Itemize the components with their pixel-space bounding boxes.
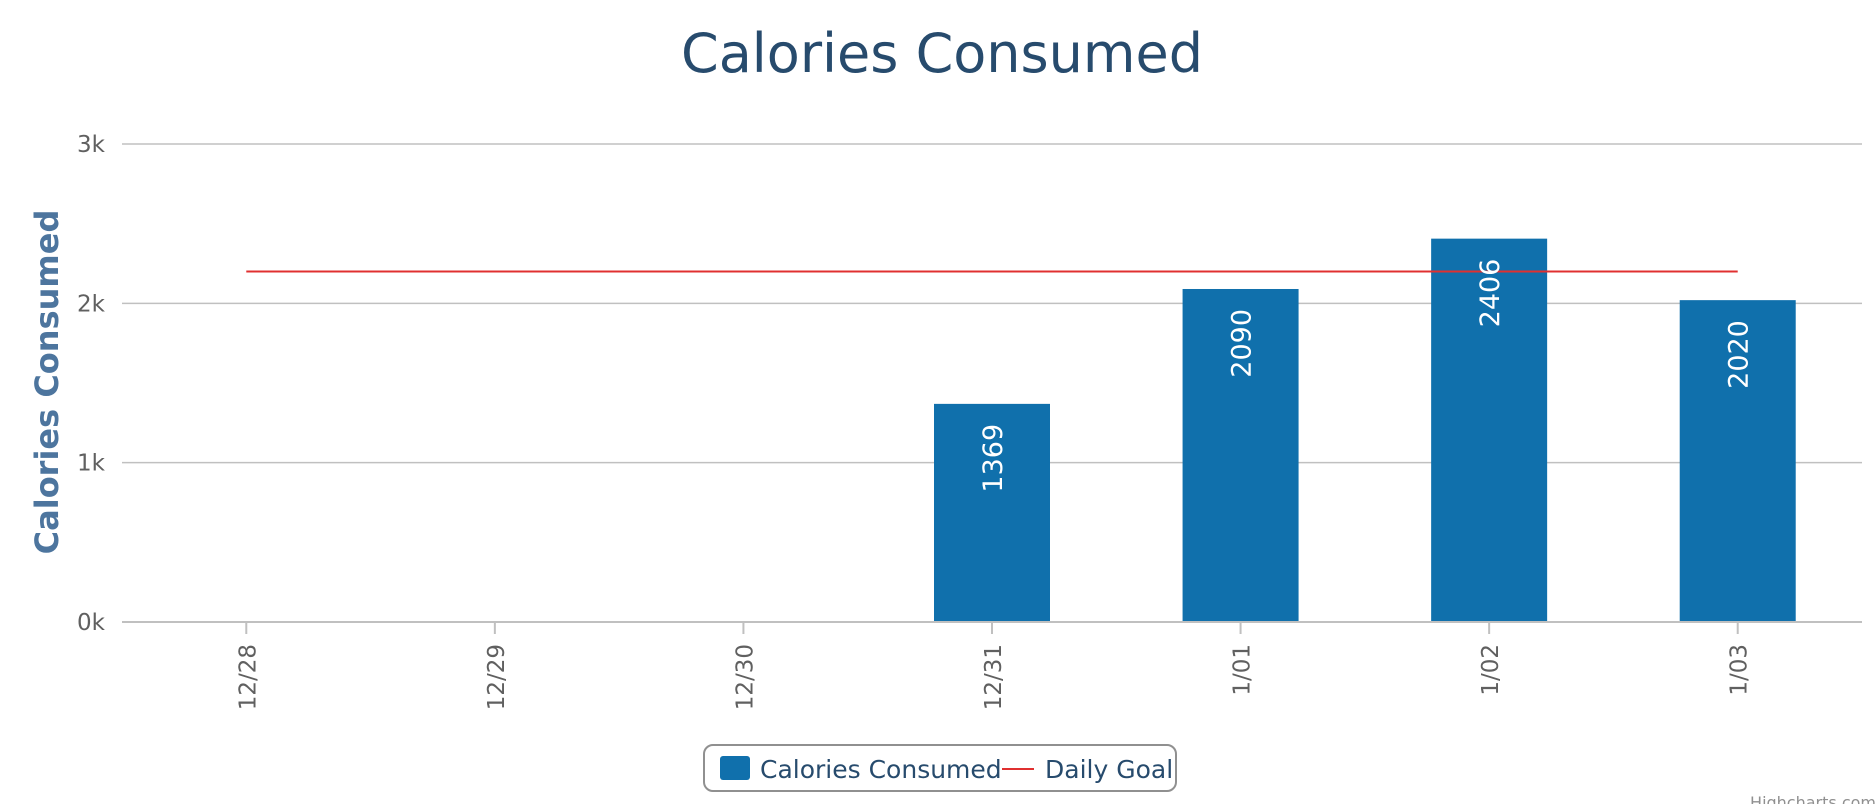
y-tick-label: 2k (77, 291, 106, 317)
credits-text[interactable]: Highcharts.com (1750, 793, 1876, 804)
bar-data-label: 1369 (978, 424, 1009, 493)
y-tick-label: 1k (77, 451, 106, 477)
bar-data-label: 2020 (1724, 320, 1755, 389)
x-axis: 12/28 12/29 12/30 12/31 1/01 1/02 1/03 (122, 621, 1862, 710)
x-tick-label: 12/29 (484, 644, 510, 710)
x-tick-label: 12/30 (732, 644, 758, 710)
y-tick-label: 0k (77, 610, 106, 636)
legend-label-calories[interactable]: Calories Consumed (760, 755, 1002, 784)
bar[interactable] (1431, 238, 1548, 623)
x-tick-label: 1/03 (1727, 644, 1753, 696)
y-tick-label: 3k (77, 132, 106, 158)
bar[interactable] (1182, 288, 1299, 622)
legend-box (703, 744, 1177, 792)
y-axis-title: Calories Consumed (28, 210, 66, 555)
data-labels: 1369 2090 2406 2020 (978, 259, 1755, 493)
y-axis: 0k 1k 2k 3k (77, 132, 106, 636)
x-tick-label: 12/28 (235, 644, 261, 710)
x-tick-label: 1/02 (1478, 644, 1504, 696)
bar[interactable] (1679, 300, 1796, 622)
bar-series (934, 238, 1796, 623)
legend-label-goal[interactable]: Daily Goal (1045, 755, 1173, 784)
bar[interactable] (934, 403, 1050, 622)
x-tick-label: 1/01 (1230, 644, 1256, 696)
legend: Calories Consumed Daily Goal (703, 744, 1177, 792)
x-tick-label: 12/31 (981, 644, 1007, 710)
bar-data-label: 2090 (1227, 309, 1258, 378)
bar-data-label: 2406 (1475, 259, 1506, 328)
chart-title: Calories Consumed (681, 22, 1203, 85)
legend-swatch-calories[interactable] (720, 756, 750, 780)
